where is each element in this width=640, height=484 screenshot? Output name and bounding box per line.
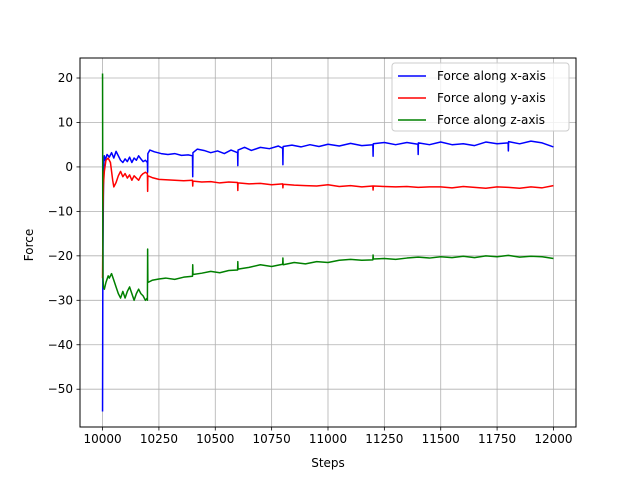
y-axis-ticks: 20 10 0 −10 −20 −30 −40 −50 (48, 71, 80, 396)
x-tick-label: 11000 (309, 432, 347, 446)
y-tick-label: 20 (58, 71, 73, 85)
x-axis-label: Steps (311, 456, 345, 470)
legend-label: Force along y-axis (437, 91, 546, 105)
y-tick-label: −40 (48, 338, 73, 352)
x-tick-label: 11250 (365, 432, 403, 446)
y-tick-label: −10 (48, 204, 73, 218)
y-tick-label: −50 (48, 382, 73, 396)
series-line-1 (101, 140, 554, 412)
legend: Force along x-axis Force along y-axis Forc… (391, 62, 570, 132)
legend-label: Force along z-axis (437, 113, 545, 127)
x-axis-ticks: 10000 10250 10500 10750 11000 11250 11500 11750… (83, 427, 573, 446)
x-tick-label: 10000 (83, 432, 121, 446)
series-line-2 (101, 157, 554, 279)
series-line-3 (101, 73, 554, 302)
x-tick-label: 12000 (534, 432, 572, 446)
series-lines (101, 73, 554, 412)
x-tick-label: 11750 (478, 432, 516, 446)
legend-box (391, 62, 570, 132)
y-tick-label: 0 (65, 160, 73, 174)
x-tick-label: 10500 (196, 432, 234, 446)
x-tick-label: 10750 (253, 432, 291, 446)
legend-label: Force along x-axis (437, 69, 546, 83)
y-tick-label: 10 (58, 115, 73, 129)
x-tick-label: 11500 (422, 432, 460, 446)
y-tick-label: −20 (48, 249, 73, 263)
x-tick-label: 10250 (140, 432, 178, 446)
y-tick-label: −30 (48, 293, 73, 307)
y-axis-label: Force (22, 229, 36, 261)
